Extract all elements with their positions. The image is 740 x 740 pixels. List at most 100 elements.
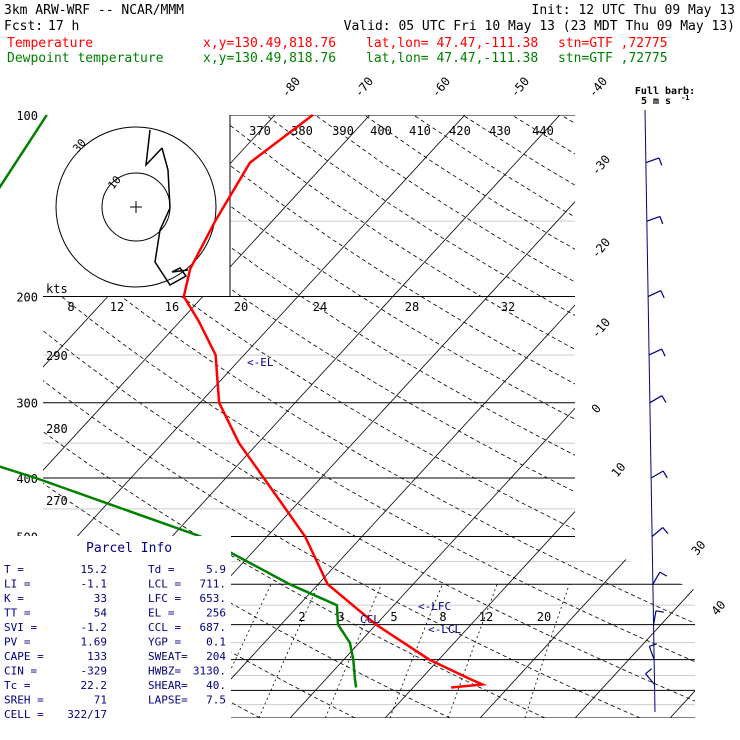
lfc-marker: <-LFC [418, 600, 451, 613]
parcel-info-cell: LCL = [148, 578, 181, 591]
isotherm-label: -20 [589, 235, 614, 261]
parcel-info-cell: 133 [87, 650, 107, 663]
temperature-xy: x,y=130.49,818.76 [203, 36, 336, 51]
ccl-marker: CCL [360, 613, 380, 626]
wind-barb-flag [660, 290, 665, 299]
dry-adiabat [216, 115, 695, 718]
parcel-info-cell: LI = [4, 578, 31, 591]
wind-barb-flag [662, 527, 669, 534]
parcel-info-panel: Parcel Info T = 15.2 Td = 5.9 LI = -1.1 LCL = 7… [0, 536, 231, 726]
isotherm-label: -10 [589, 315, 614, 341]
mixing-ratio-label: 8 [439, 610, 446, 624]
isotherm-line [289, 115, 695, 718]
parcel-info-cell: 5.9 [206, 563, 226, 576]
wind-barb [647, 290, 662, 298]
model-title: 3km ARW-WRF -- NCAR/MMM [4, 3, 184, 18]
wind-barb [652, 610, 657, 625]
theta-label: 290 [46, 349, 68, 363]
parcel-info-cell: 687. [200, 621, 227, 634]
parcel-info-cell: 711. [200, 578, 227, 591]
theta-e-label: 390 [332, 124, 354, 138]
temperature-latlon: lat,lon= 47.47,-111.38 [366, 36, 538, 51]
profile-dewpoint-temperature [0, 114, 358, 688]
wind-speed-label: 8 [67, 300, 74, 314]
parcel-info-background [0, 536, 231, 726]
parcel-info-cell: 40. [206, 679, 226, 692]
mixing-ratio-line [524, 584, 570, 718]
parcel-info-cell: SVI = [4, 621, 37, 634]
wind-barb-flag [662, 470, 668, 479]
dry-adiabat [462, 115, 695, 718]
wind-speed-labels: 8 12 16 20 24 28 32 [67, 300, 515, 314]
dry-adiabat [167, 115, 695, 718]
isotherm-label: 30 [689, 538, 709, 558]
wind-barb [646, 215, 661, 222]
wind-barb [648, 646, 655, 660]
mixing-ratio-label: 20 [537, 610, 551, 624]
isotherm-label: -30 [589, 152, 614, 178]
parcel-info-cell: K = [4, 592, 24, 605]
dry-adiabat [364, 115, 695, 718]
parcel-info-cell: Td = [148, 563, 175, 576]
wind-barb-flag [661, 395, 667, 403]
parcel-info-cell: CCL = [148, 621, 181, 634]
theta-e-label: 440 [532, 124, 554, 138]
parcel-info-cell: -1.1 [81, 578, 108, 591]
barb-legend-exponent: -1 [681, 94, 689, 102]
wind-barbs [644, 109, 669, 713]
barb-legend-title: Full barb: [635, 86, 695, 97]
isotherm-label: -80 [279, 74, 304, 100]
parcel-info-cell: 71 [94, 694, 107, 707]
profiles [0, 114, 488, 689]
mixing-ratio-line [258, 584, 320, 718]
parcel-info-cell: SREH = [4, 694, 44, 707]
parcel-info-cell: 33 [94, 592, 107, 605]
isotherm-label: 40 [709, 598, 729, 618]
parcel-info-cell: 653. [200, 592, 227, 605]
isotherm-label: 10 [609, 460, 629, 480]
wind-barb [645, 157, 660, 164]
parcel-info-cell: 22.2 [81, 679, 108, 692]
wind-barb [650, 470, 664, 479]
theta-e-label: 380 [291, 124, 313, 138]
wind-speed-label: 28 [405, 300, 419, 314]
dry-adiabat [43, 115, 546, 718]
parcel-info-cell: 3130. [193, 665, 226, 678]
theta-e-label: 400 [370, 124, 392, 138]
temperature-station: stn=GTF ,72775 [558, 36, 668, 51]
theta-e-label: 370 [249, 124, 271, 138]
parcel-info-cell: CELL = [4, 708, 44, 721]
pressure-tick-label: 300 [16, 397, 38, 411]
wind-barb-flag [659, 216, 664, 225]
mixing-ratio-label: 3 [337, 610, 344, 624]
isotherm-line [43, 115, 371, 718]
profile-temperature [182, 114, 488, 689]
parcel-info-cell: 322/17 [67, 708, 107, 721]
parcel-info-cell: -329 [81, 665, 108, 678]
hodograph: 30 10 kts [43, 115, 231, 296]
pressure-tick-label: 400 [16, 472, 38, 486]
wind-barb-flag [658, 157, 663, 166]
wind-barb [651, 527, 664, 537]
isotherm-line [43, 115, 466, 718]
wind-speed-label: 32 [501, 300, 515, 314]
dewpoint-xy: x,y=130.49,818.76 [203, 51, 336, 66]
wind-barb [652, 571, 661, 585]
parcel-info-rows: T = 15.2 Td = 5.9 LI = -1.1 LCL = 711. K = 33 LFC … [4, 563, 226, 721]
parcel-info-cell: EL = [148, 607, 175, 620]
barb-staff-axis [644, 109, 656, 713]
theta-e-label: 410 [409, 124, 431, 138]
dry-adiabat [511, 115, 695, 718]
dry-adiabat [43, 115, 695, 718]
wind-barb [648, 348, 663, 356]
wind-barb-flag [649, 643, 658, 647]
dry-adiabat [413, 115, 695, 718]
wind-speed-label: 12 [110, 300, 124, 314]
temperature-legend: Temperature [7, 36, 93, 51]
wind-speed-label: 24 [313, 300, 327, 314]
wind-speed-label: 16 [165, 300, 179, 314]
parcel-info-cell: 7.5 [206, 694, 226, 707]
parcel-info-cell: HWBZ= [148, 665, 181, 678]
parcel-info-cell: -1.2 [81, 621, 108, 634]
